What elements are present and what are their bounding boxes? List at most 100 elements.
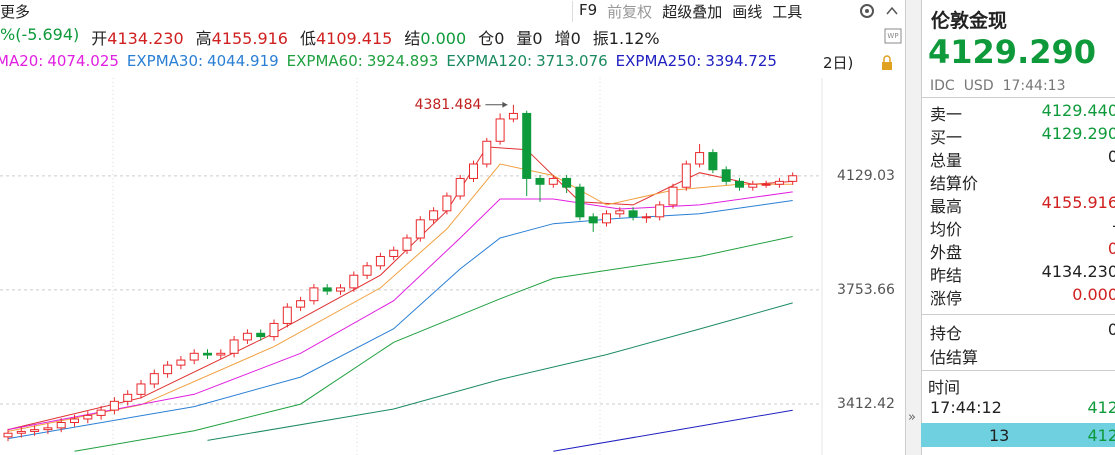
row-value: 0.000 (1072, 285, 1115, 304)
candle-body (322, 287, 332, 292)
candle-body (602, 213, 611, 224)
candle-body (522, 112, 532, 179)
quote-row: 外盘 0 (921, 239, 1115, 262)
candle-body (203, 352, 212, 356)
quote-label: 量 (516, 29, 533, 48)
meta-line: IDC USD 17:44:13 (930, 78, 1066, 94)
legend-name: EXPMA30: (126, 52, 204, 70)
quote-value: 4155.916 (211, 29, 288, 48)
peak-label: 4381.484 (415, 97, 482, 113)
legend-name: EXPMA60: (286, 52, 363, 70)
quote-row: 最高 4155.916 (921, 193, 1115, 216)
row-label: 买一 (930, 128, 963, 147)
row-label: 均价 (930, 220, 963, 239)
candle-body (788, 175, 798, 182)
quote-item: 增0 (555, 25, 581, 49)
candle-body (16, 430, 26, 434)
toolbar-button[interactable]: 前复权 (607, 3, 653, 21)
row-label: 涨停 (930, 289, 963, 308)
quote-label: 增 (554, 29, 571, 48)
quote-item: 振1.12% (593, 25, 660, 49)
candle-body (30, 429, 40, 432)
candle-body (548, 177, 558, 185)
candle-body (562, 177, 572, 188)
toolbar-button[interactable]: F9 (579, 1, 598, 19)
candle-body (296, 300, 306, 308)
candle-body (508, 112, 518, 120)
candle-body (375, 255, 385, 267)
quote-row: 涨停 0.000 (921, 285, 1115, 308)
candle-body (402, 237, 412, 251)
trade-price: 412 (1087, 426, 1115, 445)
row-label: 估结算 (930, 348, 979, 367)
quote-value: 4109.415 (316, 29, 393, 48)
candle-body (70, 418, 79, 424)
trade-time: 17:44:12 (930, 398, 1002, 417)
candle-body (575, 186, 585, 218)
candle-body (269, 322, 279, 338)
collapse-icon[interactable] (884, 4, 900, 18)
toolbar-button[interactable]: 工具 (772, 3, 803, 21)
wp-icon[interactable]: WP (884, 28, 902, 46)
quote-label: 振 (592, 29, 609, 48)
quote-value: %(-5.694) (0, 25, 80, 44)
quote-row: 昨结 4134.230 (921, 262, 1115, 285)
row-label: 结算价 (930, 174, 979, 193)
quote-value: 1.12% (608, 29, 660, 48)
quote-label: 仓 (478, 29, 495, 48)
row-label: 最高 (930, 197, 963, 216)
quote-row: 买一 4129.290 (921, 124, 1115, 147)
legend-item: MA20: 4074.025 (0, 52, 119, 70)
indicator-line (553, 409, 793, 452)
row-label: 昨结 (930, 266, 963, 285)
legend-value: 3924.893 (366, 52, 439, 70)
indicator-line (7, 163, 793, 432)
quote-row: 均价 - (921, 216, 1115, 239)
quote-label: 高 (195, 29, 212, 48)
candle-body (442, 195, 452, 212)
more-menu[interactable]: 更多 (0, 3, 31, 21)
scroll-strip[interactable]: » (905, 0, 922, 455)
lock-icon[interactable] (880, 55, 894, 71)
row-value: 0 (1107, 239, 1115, 258)
candle-body (735, 180, 744, 188)
indicator-legend: MA20: 4074.025 EXPMA30: 4044.919 EXPMA60: 392… (0, 52, 777, 70)
quote-item: 低4109.415 (300, 25, 392, 49)
candle-body (189, 352, 199, 361)
candle-body (176, 359, 186, 366)
svg-text:WP: WP (887, 32, 898, 40)
trade-time: 13 (989, 426, 1010, 445)
quote-item: 开4134.230 (91, 25, 183, 49)
settings-icon[interactable] (858, 2, 876, 20)
candle-body (229, 339, 239, 354)
y-tick-label: 3753.66 (837, 282, 895, 298)
candle-body (109, 400, 119, 411)
quote-item: 高4155.916 (196, 25, 288, 49)
candle-body (761, 183, 771, 186)
candle-body (56, 422, 66, 429)
toolbar-button[interactable]: 超级叠加 (662, 3, 723, 21)
trades-header: 时间 (928, 378, 961, 397)
candle-body (216, 352, 226, 356)
quote-item: 结0.000 (404, 25, 466, 49)
candle-body (681, 163, 691, 188)
toolbar-button[interactable]: 画线 (732, 3, 763, 21)
candle-body (429, 210, 439, 221)
expand-icon[interactable]: » (908, 410, 916, 425)
candle-body (123, 393, 133, 402)
quote-label: 低 (299, 29, 316, 48)
candle-body (588, 216, 598, 224)
candle-body (3, 432, 13, 438)
legend-value: 3394.725 (705, 52, 777, 70)
last-price: 4129.290 (928, 33, 1097, 71)
row-value: - (1112, 216, 1115, 235)
candle-body (455, 177, 465, 197)
candle-body (415, 219, 425, 239)
indicator-line (7, 146, 793, 431)
trade-price: 412 (1087, 398, 1115, 417)
candle-body (774, 180, 784, 185)
candle-body (149, 373, 159, 385)
quote-value: 0 (570, 29, 581, 48)
quote-row: 结算价 (921, 170, 1115, 193)
